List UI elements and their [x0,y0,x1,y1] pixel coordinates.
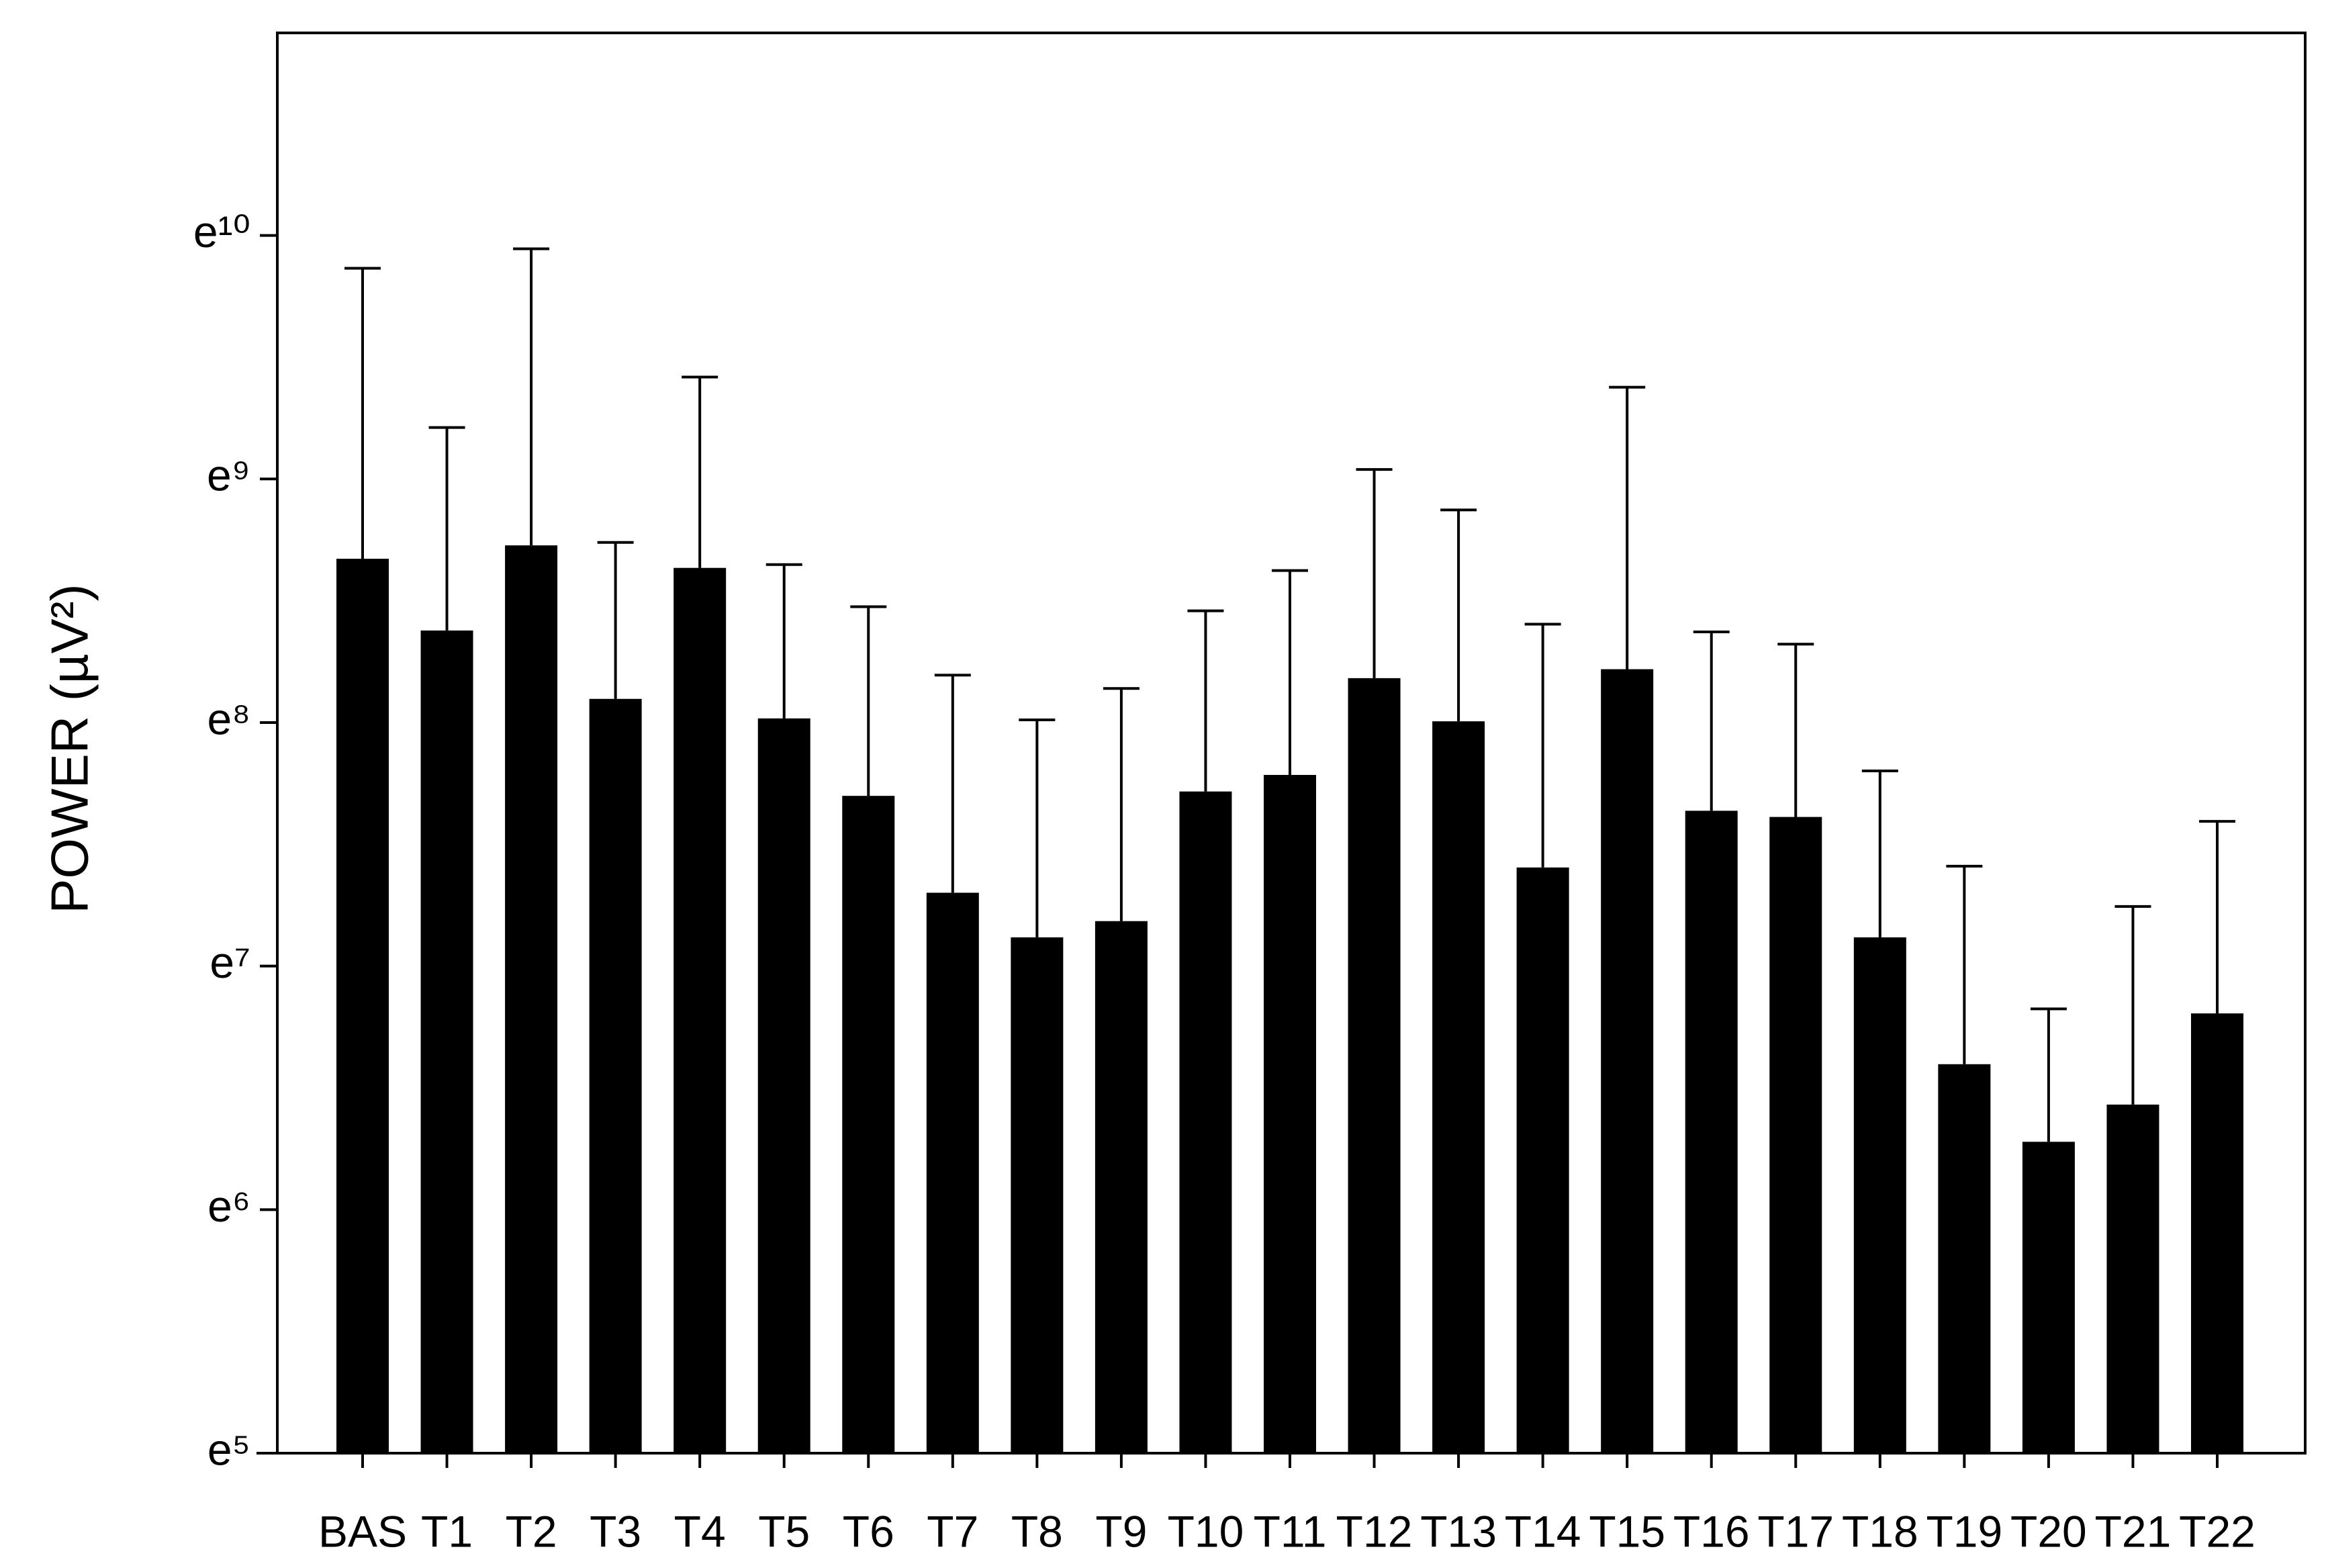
bar [505,545,558,1454]
bar [926,892,979,1453]
bar [1432,721,1485,1453]
x-tick-label: T10 [1168,1506,1244,1556]
bar [1348,678,1401,1453]
bar [1516,867,1569,1453]
bar [1769,817,1822,1453]
x-tick-label: T19 [1926,1506,2002,1556]
bar [1095,921,1148,1453]
bar [1938,1064,1991,1453]
x-tick-label: T14 [1505,1506,1581,1556]
bar [757,718,810,1453]
x-tick-label: T13 [1420,1506,1497,1556]
x-tick-label: T12 [1336,1506,1413,1556]
x-tick-label: BAS [318,1506,407,1556]
x-tick-label: T6 [843,1506,894,1556]
bar [2022,1142,2075,1453]
bar [2191,1013,2243,1453]
x-tick-label: T15 [1589,1506,1665,1556]
y-tick-label: e⁸ [207,694,250,743]
bar [336,559,389,1454]
y-tick-label: e¹⁰ [193,207,250,257]
x-tick-label: T11 [1254,1506,1327,1556]
bar [1853,937,1906,1453]
x-tick-label: T8 [1011,1506,1063,1556]
x-tick-label: T21 [2095,1506,2172,1556]
x-tick-label: T5 [758,1506,810,1556]
bar [420,630,473,1454]
bar [589,698,642,1453]
bar [1011,937,1064,1453]
bar [842,796,895,1453]
y-tick-label: e⁹ [207,451,250,500]
bar [1264,774,1316,1453]
x-tick-label: T22 [2179,1506,2255,1556]
x-tick-label: T17 [1757,1506,1834,1556]
x-tick-label: T4 [674,1506,726,1556]
x-tick-label: T1 [421,1506,473,1556]
y-axis-label: POWER (µV²) [40,584,99,913]
y-tick-label: e⁷ [210,937,250,987]
y-tick-label: e⁶ [207,1181,250,1231]
y-tick-label: e⁵ [207,1424,250,1474]
bar [1685,811,1738,1453]
x-tick-label: T7 [927,1506,978,1556]
bar [673,567,727,1454]
bar [2106,1104,2159,1453]
x-tick-label: T20 [2010,1506,2087,1556]
bar [1601,669,1654,1453]
x-tick-label: T18 [1842,1506,1918,1556]
bar [1179,791,1232,1453]
x-tick-label: T2 [506,1506,557,1556]
x-tick-label: T3 [590,1506,641,1556]
x-tick-label: T9 [1095,1506,1147,1556]
x-tick-label: T16 [1673,1506,1750,1556]
